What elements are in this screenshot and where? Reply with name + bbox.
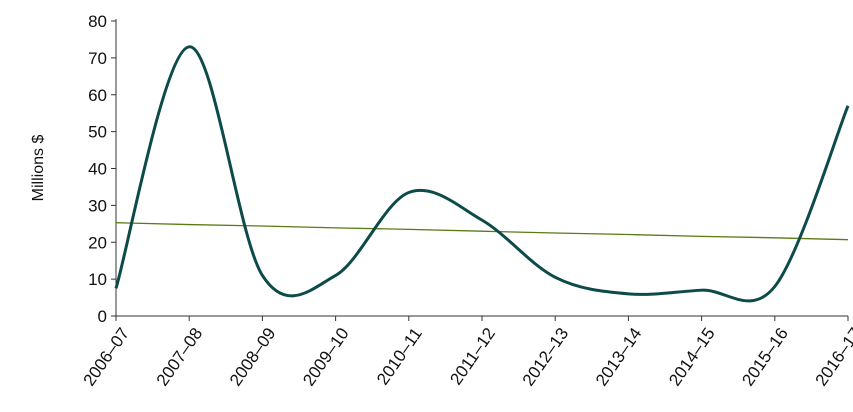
y-tick-label: 60 xyxy=(88,86,107,105)
x-axis-ticks: 2006–07 2007–08 2008–09 2009–10 2010–11 2011–… xyxy=(80,316,853,389)
y-tick-label: 20 xyxy=(88,233,107,252)
x-tick-label: 2014–15 xyxy=(665,324,719,389)
x-tick-label: 2012–13 xyxy=(519,324,573,389)
trend-line xyxy=(115,222,849,241)
x-tick-label: 2008–09 xyxy=(226,324,280,389)
series-line xyxy=(114,45,850,303)
y-axis-title: Millions $ xyxy=(30,135,47,202)
y-tick-label: 0 xyxy=(98,307,107,326)
y-tick-label: 30 xyxy=(88,196,107,215)
x-tick-label: 2013–14 xyxy=(592,324,646,389)
x-tick-label: 2007–08 xyxy=(153,324,207,389)
y-axis-ticks: 0 10 20 30 40 50 60 70 80 xyxy=(88,12,116,326)
y-tick-label: 40 xyxy=(88,160,107,179)
x-tick-label: 2016–17 xyxy=(812,324,853,389)
x-tick-label: 2010–11 xyxy=(373,324,426,388)
series-layer xyxy=(114,45,850,303)
x-tick-label: 2009–10 xyxy=(299,324,353,389)
y-tick-label: 50 xyxy=(88,123,107,142)
x-tick-label: 2015–16 xyxy=(738,324,792,389)
x-tick-label: 2006–07 xyxy=(80,324,134,389)
y-tick-label: 80 xyxy=(88,12,107,31)
y-tick-label: 70 xyxy=(88,49,107,68)
y-tick-label: 10 xyxy=(88,270,107,289)
x-tick-label: 2011–12 xyxy=(446,324,499,388)
